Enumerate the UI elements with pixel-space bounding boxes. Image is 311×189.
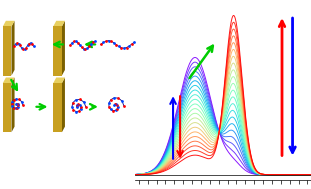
Polygon shape	[3, 83, 12, 132]
Polygon shape	[53, 83, 62, 132]
Polygon shape	[62, 77, 65, 132]
Polygon shape	[12, 21, 15, 76]
Polygon shape	[3, 26, 12, 76]
Polygon shape	[53, 77, 65, 83]
Polygon shape	[3, 77, 15, 83]
Polygon shape	[53, 21, 65, 26]
Polygon shape	[53, 26, 62, 76]
Polygon shape	[12, 77, 15, 132]
Polygon shape	[3, 21, 15, 26]
Polygon shape	[62, 21, 65, 76]
